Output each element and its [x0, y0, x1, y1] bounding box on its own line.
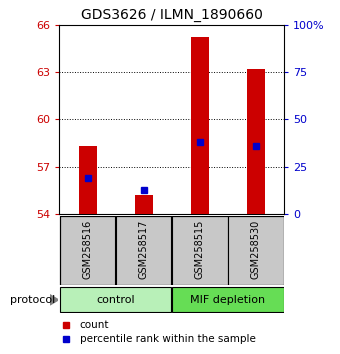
- Bar: [60, 287, 171, 312]
- Text: count: count: [80, 320, 109, 330]
- Bar: [116, 216, 171, 285]
- Text: protocol: protocol: [10, 295, 55, 305]
- Text: GSM258530: GSM258530: [251, 219, 261, 279]
- Text: MIF depletion: MIF depletion: [190, 295, 265, 305]
- Bar: [172, 216, 227, 285]
- Polygon shape: [50, 295, 58, 305]
- Bar: [191, 38, 209, 214]
- Bar: [228, 216, 284, 285]
- Bar: [135, 195, 153, 214]
- Text: percentile rank within the sample: percentile rank within the sample: [80, 333, 256, 343]
- Bar: [60, 216, 115, 285]
- Bar: [172, 287, 284, 312]
- Text: control: control: [96, 295, 135, 305]
- Bar: [247, 69, 265, 214]
- Text: GSM258516: GSM258516: [83, 219, 92, 279]
- Text: GSM258515: GSM258515: [195, 219, 205, 279]
- Bar: [79, 146, 97, 214]
- Title: GDS3626 / ILMN_1890660: GDS3626 / ILMN_1890660: [81, 8, 262, 22]
- Text: GSM258517: GSM258517: [139, 219, 149, 279]
